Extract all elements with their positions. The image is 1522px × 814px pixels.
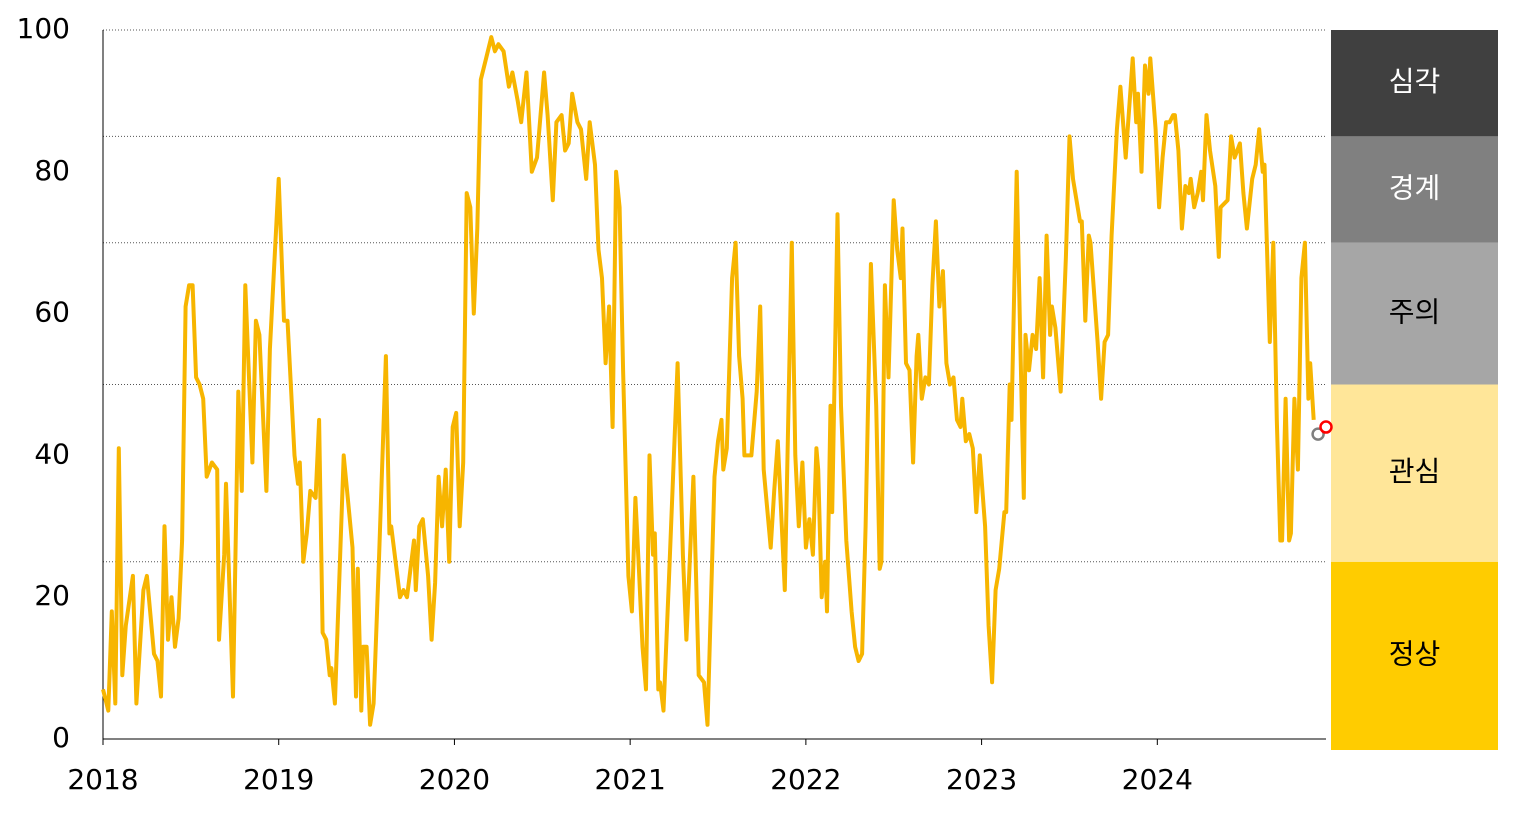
zone-label: 정상 [1389,637,1441,670]
zone-label: 주의 [1389,296,1441,329]
y-tick-label: 100 [17,12,70,45]
zone-label: 경계 [1389,172,1441,205]
y-tick-label: 40 [34,437,70,470]
zone-band [1331,561,1498,750]
x-tick-label: 2022 [770,763,841,796]
end-marker [1319,420,1333,434]
x-tick-label: 2020 [419,763,490,796]
zone-band [1331,30,1498,137]
zone-band [1331,242,1498,385]
zone-band [1331,384,1498,562]
x-tick-label: 2023 [946,763,1017,796]
y-tick-label: 80 [34,154,70,187]
y-tick-label: 0 [52,721,70,754]
x-tick-label: 2019 [243,763,314,796]
zone-label: 심각 [1389,65,1441,98]
zone-label: 관심 [1389,455,1441,488]
y-tick-label: 20 [34,579,70,612]
x-tick-label: 2018 [67,763,138,796]
x-tick-label: 2021 [595,763,666,796]
x-tick-label: 2024 [1122,763,1193,796]
y-tick-label: 60 [34,296,70,329]
zone-band [1331,136,1498,243]
line-series [101,35,1316,727]
